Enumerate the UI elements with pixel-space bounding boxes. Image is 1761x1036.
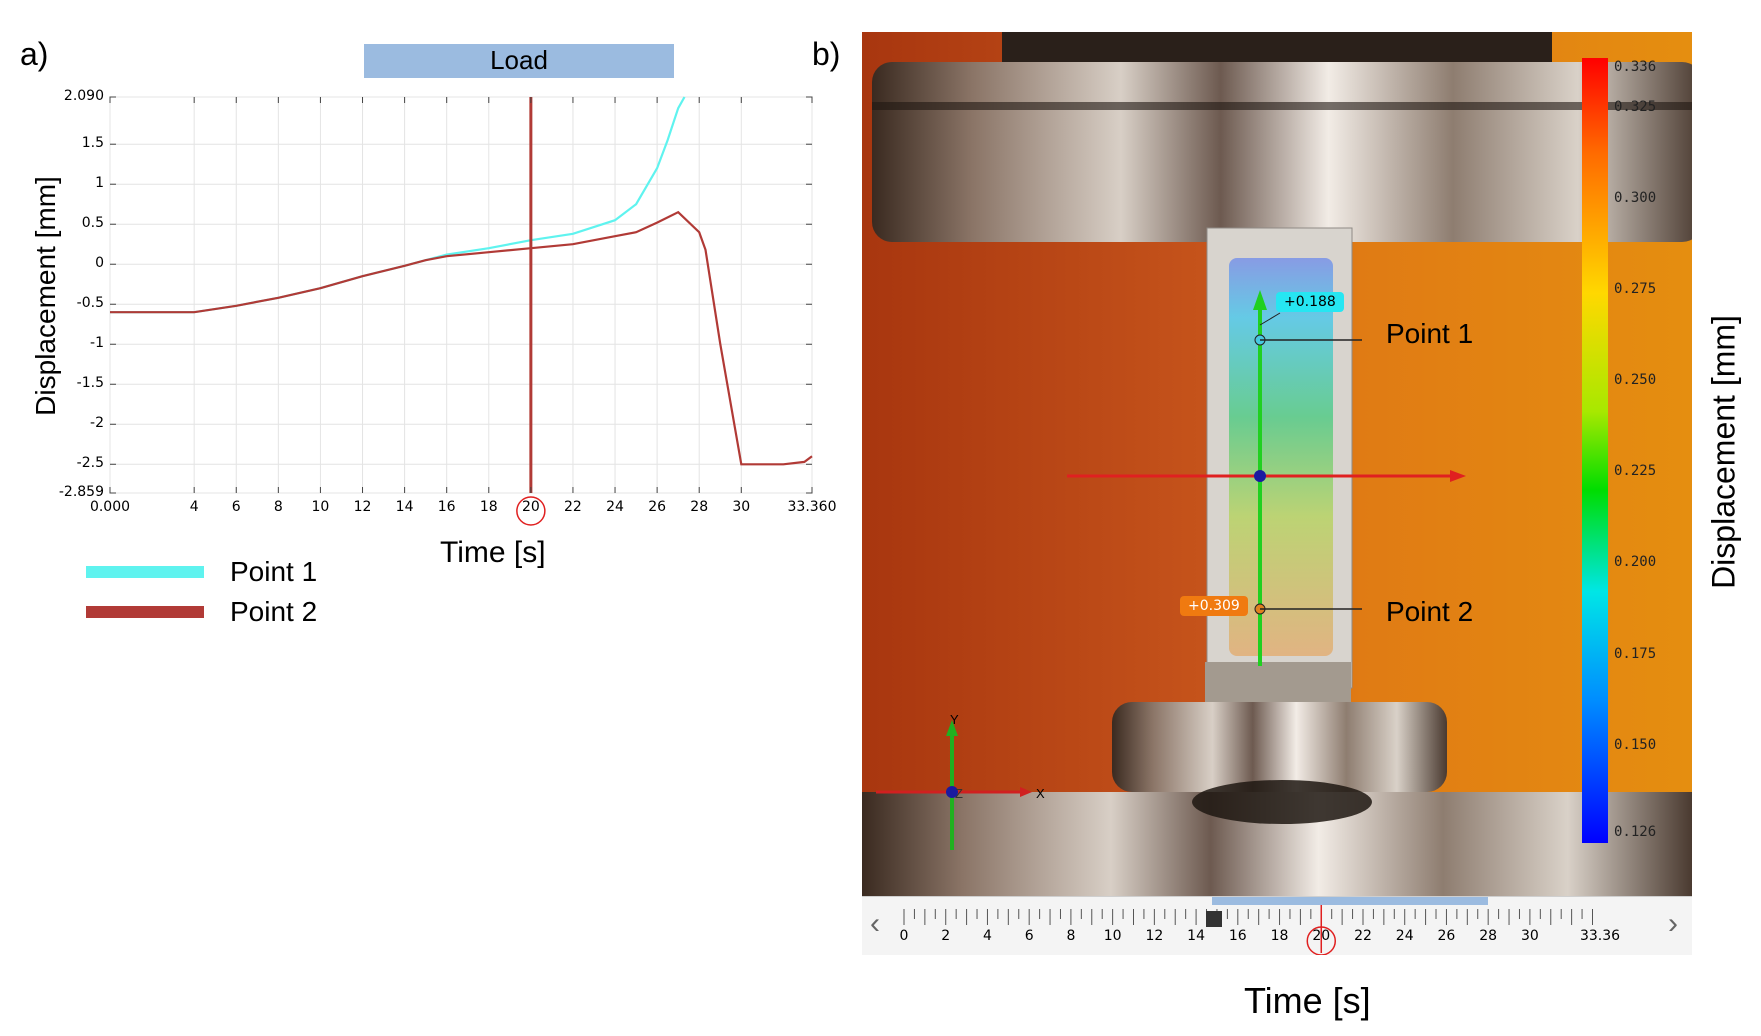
x-tick-label: 28 <box>690 499 709 515</box>
y-tick-label: -0.5 <box>76 295 104 312</box>
colorbar-tick-label: 0.126 <box>1614 824 1657 840</box>
x-tick-label: 20 <box>521 499 540 515</box>
x-tick-label: 33.360 <box>787 499 837 515</box>
dic-scene <box>862 32 1692 896</box>
timeline-tick-label: 0 <box>899 928 909 944</box>
timeline-tick-label: 18 <box>1270 928 1289 944</box>
top-platen-stem <box>1002 32 1552 62</box>
y-tick-label: -2.5 <box>76 455 104 472</box>
timeline-tick-label: 14 <box>1187 928 1205 944</box>
load-range-bar <box>1212 897 1488 905</box>
x-tick-label: 4 <box>189 499 199 515</box>
colorbar-tick-label: 0.250 <box>1614 372 1657 389</box>
point1-value-badge: +0.188 <box>1276 292 1344 312</box>
y-tick-label: 2.090 <box>63 88 104 104</box>
colorbar-tick-label: 0.300 <box>1614 190 1657 207</box>
x-tick-label: 14 <box>395 499 414 515</box>
legend-swatch-point2 <box>86 606 204 618</box>
y-axis-label: Displacement [mm] <box>30 176 61 416</box>
timeline[interactable]: ‹ › <box>862 896 1692 955</box>
x-tick-label: 0.000 <box>89 499 131 515</box>
y-tick-label: -1.5 <box>76 375 104 392</box>
triad-z-label: Z <box>955 786 963 801</box>
timeline-tick-label: 6 <box>1024 928 1034 944</box>
colorbar-title: Displacement [mm] <box>1705 315 1742 589</box>
specimen-grip <box>1205 662 1351 708</box>
legend-swatch-point1 <box>86 566 204 578</box>
colorbar-tick-label: 0.325 <box>1614 99 1657 116</box>
timeline-tick-label: 33.36 <box>1579 928 1621 944</box>
colorbar-tick-label: 0.150 <box>1614 736 1657 753</box>
x-tick-label: 16 <box>437 499 456 515</box>
y-tick-label: 1 <box>95 175 104 192</box>
cursor-time-highlight <box>516 496 546 526</box>
colorbar-tick-label: 0.175 <box>1614 645 1657 662</box>
timeline-tick-label: 30 <box>1520 928 1539 944</box>
timeline-prev-button[interactable]: ‹ <box>870 907 880 941</box>
top-platen <box>872 62 1692 242</box>
x-tick-label: 30 <box>732 499 751 515</box>
colorbar-tick-label: 0.336 <box>1614 59 1657 75</box>
timeline-tick-label: 2 <box>941 928 951 944</box>
x-tick-label: 6 <box>231 499 241 515</box>
panel-b-label: b) <box>812 36 841 72</box>
timeline-tick-label: 12 <box>1145 928 1164 944</box>
panel-a-label: a) <box>20 36 49 72</box>
point1-label: Point 1 <box>1386 318 1474 349</box>
x-tick-label: 24 <box>606 499 624 515</box>
x-tick-label: 8 <box>273 499 283 515</box>
dic-image <box>862 32 1692 896</box>
y-tick-label: 0.5 <box>81 215 104 232</box>
dic-field <box>1229 258 1333 656</box>
series-line-2 <box>110 210 813 466</box>
timeline-tick-label: 20 <box>1312 928 1331 944</box>
timeline-current-highlight <box>1306 926 1337 955</box>
timeline-tick-label: 10 <box>1103 928 1122 944</box>
chevron-left-icon: ‹ <box>870 907 880 940</box>
y-tick-label: 0 <box>95 255 104 272</box>
colorbar <box>1582 58 1608 843</box>
legend-item-point1: Point 1 <box>86 556 317 588</box>
displacement-chart <box>109 96 813 526</box>
chevron-right-icon: › <box>1668 907 1678 940</box>
load-bar: Load <box>364 44 674 78</box>
x-axis-label: Time [s] <box>440 536 546 569</box>
timeline-tick-label: 22 <box>1354 928 1372 944</box>
origin-marker <box>1254 470 1266 482</box>
x-tick-label: 10 <box>311 499 330 515</box>
point2-label: Point 2 <box>1386 596 1474 627</box>
timeline-axis-label: Time [s] <box>1244 980 1371 1021</box>
timeline-tick-label: 28 <box>1479 928 1498 944</box>
x-tick-label: 26 <box>648 499 667 515</box>
y-tick-label: 1.5 <box>81 135 104 152</box>
timeline-tick-label: 8 <box>1066 928 1076 944</box>
x-tick-label: 18 <box>479 499 498 515</box>
timeline-next-button[interactable]: › <box>1668 907 1678 941</box>
play-marker-icon[interactable] <box>1206 911 1222 927</box>
y-tick-label: -1 <box>90 335 104 352</box>
legend-label-point1: Point 1 <box>230 556 318 587</box>
x-tick-label: 12 <box>353 499 372 515</box>
y-tick-label: -2 <box>90 415 104 432</box>
colorbar-tick-label: 0.275 <box>1614 281 1657 298</box>
triad-y-label: Y <box>950 712 959 727</box>
x-tick-label: 22 <box>564 499 582 515</box>
colorbar-tick-label: 0.225 <box>1614 463 1657 480</box>
triad-x-label: X <box>1036 786 1045 801</box>
bottom-platen-small <box>1112 702 1447 792</box>
point2-value-badge: +0.309 <box>1180 596 1248 616</box>
plot-frame <box>109 96 813 494</box>
y-tick-label: -2.859 <box>58 484 104 500</box>
timeline-tick-label: 16 <box>1228 928 1247 944</box>
legend-item-point2: Point 2 <box>86 596 317 628</box>
timeline-ruler <box>903 905 1593 955</box>
timeline-tick-label: 4 <box>982 928 992 944</box>
timeline-tick-label: 26 <box>1437 928 1456 944</box>
colorbar-tick-label: 0.200 <box>1614 554 1657 571</box>
legend-label-point2: Point 2 <box>230 596 318 627</box>
timeline-tick-label: 24 <box>1395 928 1414 944</box>
